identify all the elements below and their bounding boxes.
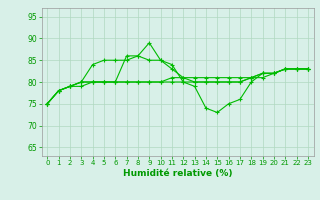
X-axis label: Humidité relative (%): Humidité relative (%) — [123, 169, 232, 178]
